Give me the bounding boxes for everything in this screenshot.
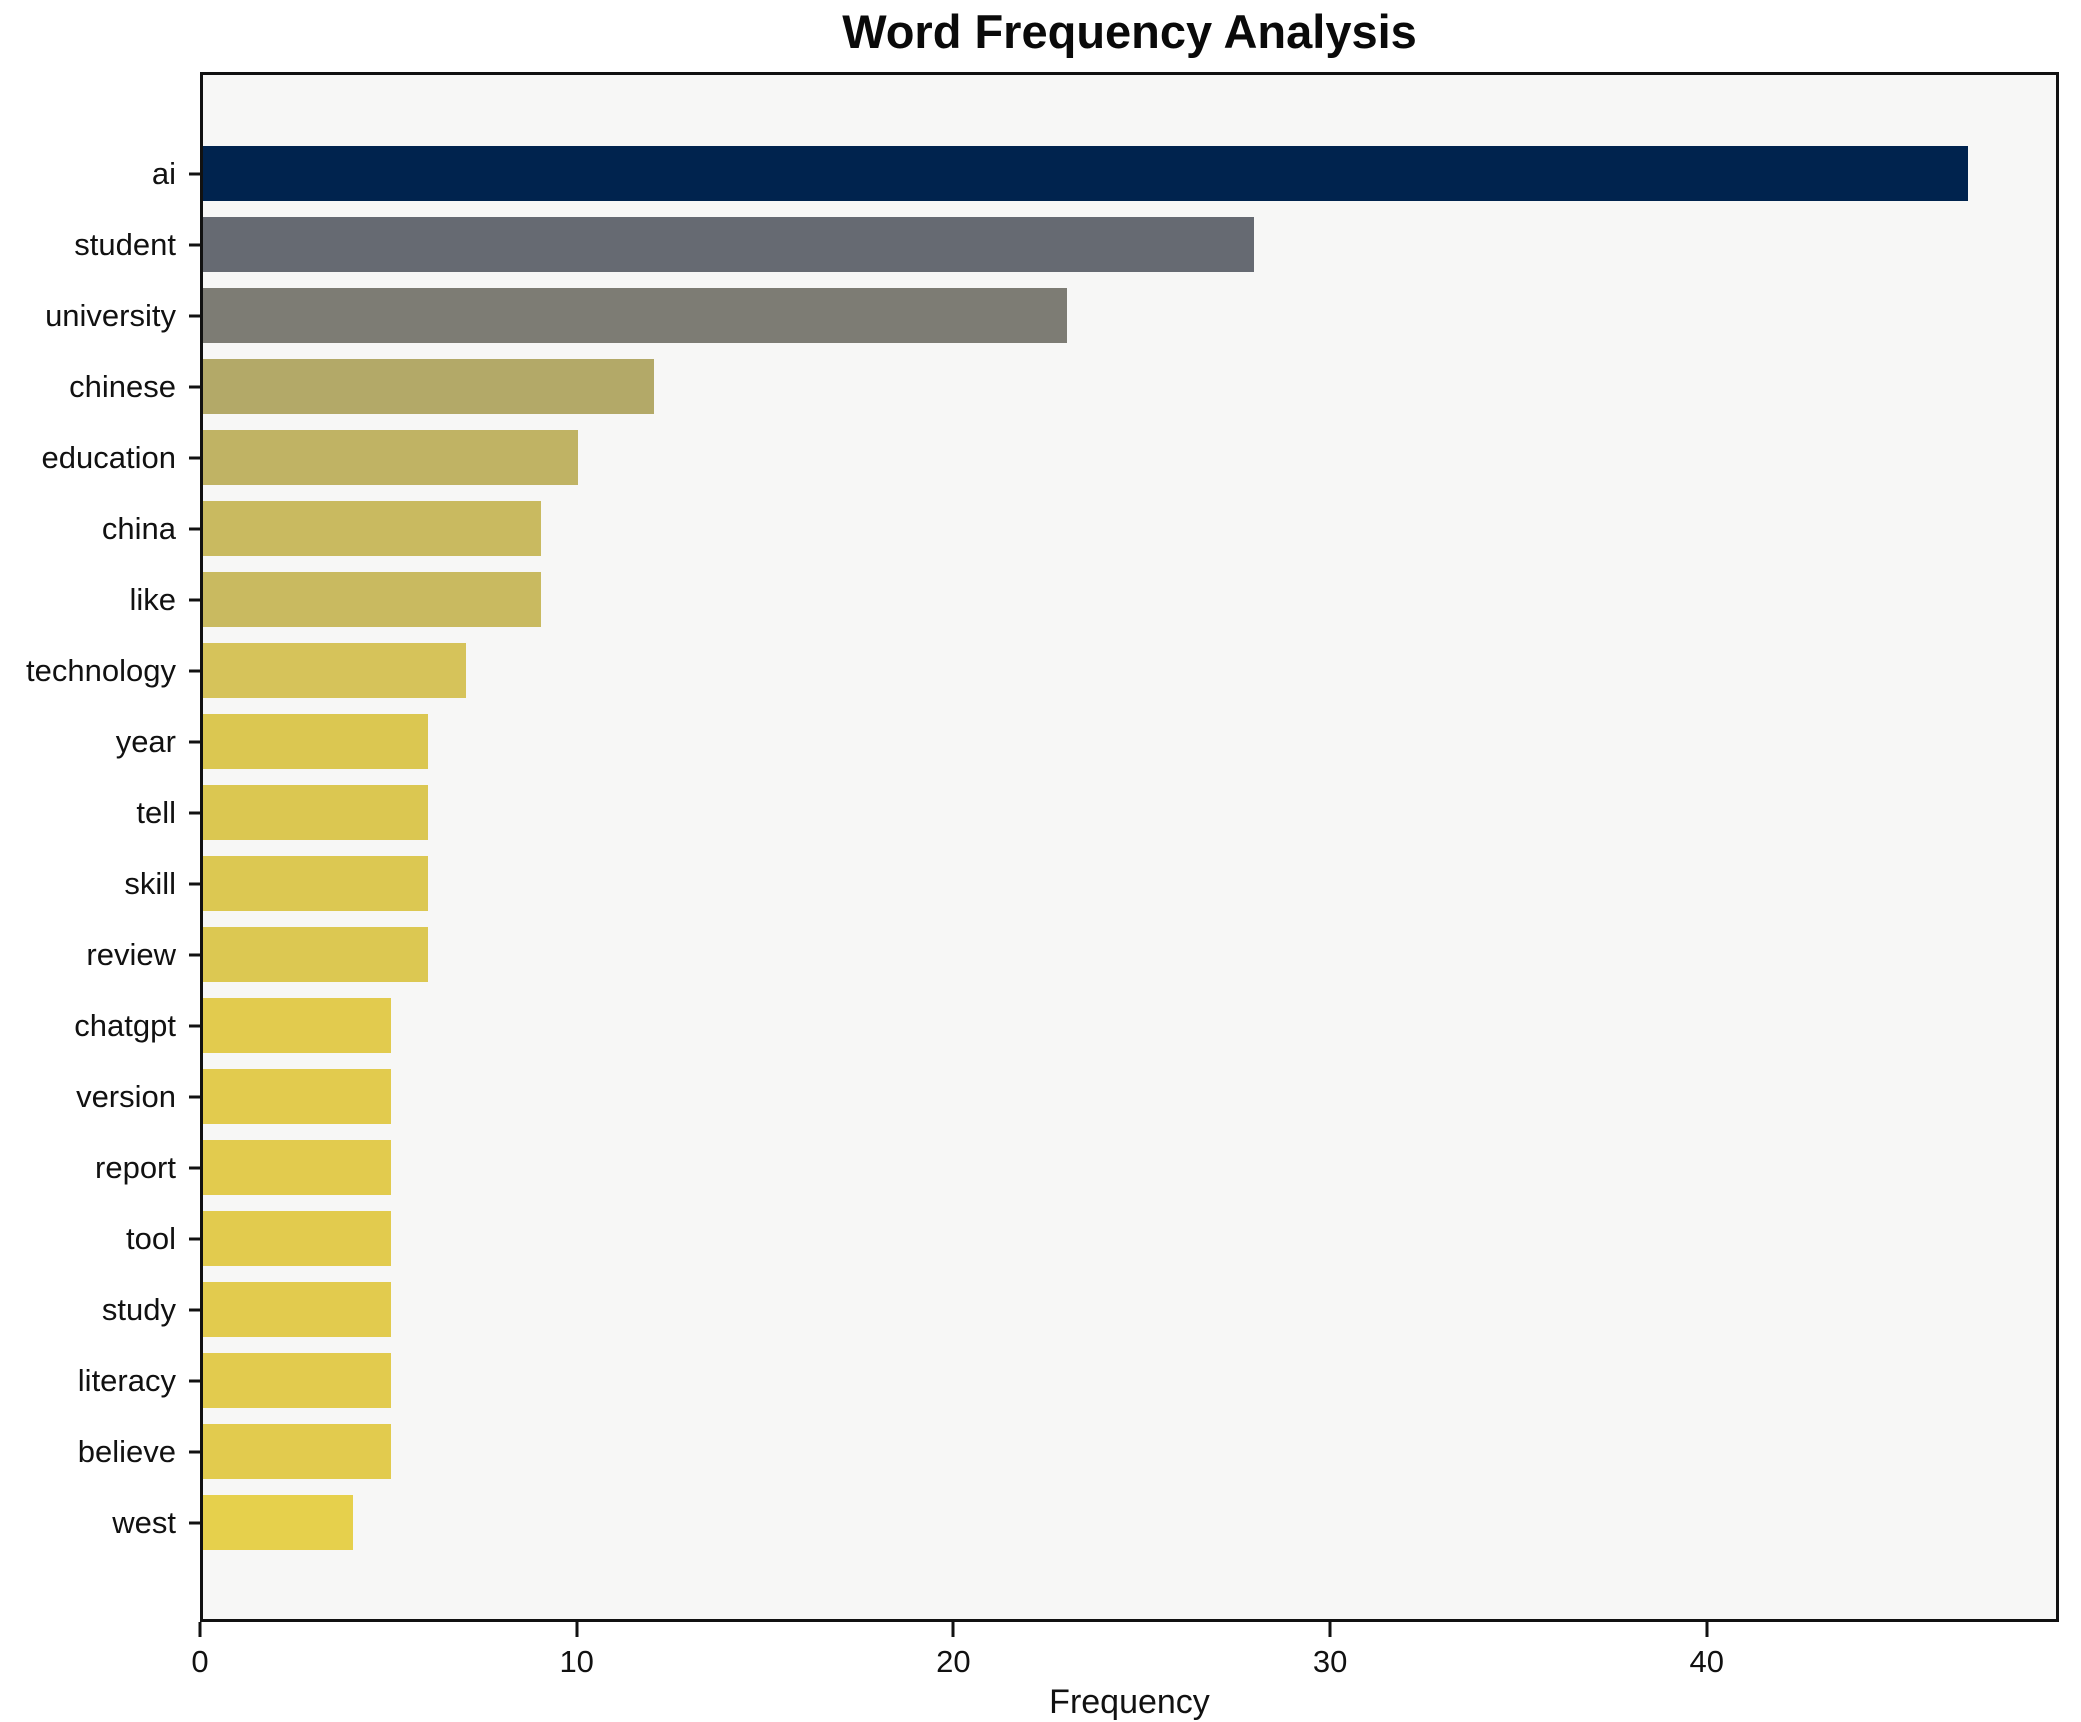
y-axis-label: believe [77, 1433, 176, 1469]
bar-believe [203, 1424, 391, 1479]
x-tick-label: 10 [559, 1644, 594, 1679]
bar-row: tell [136, 777, 2056, 848]
bar-row: west [112, 1487, 2056, 1558]
bar-row: like [129, 564, 2056, 635]
bar-university [203, 288, 1067, 343]
bar-like [203, 572, 541, 627]
bar-row: student [74, 209, 2056, 280]
bar-west [203, 1495, 354, 1550]
bar-row: believe [78, 1416, 2056, 1487]
bar-technology [203, 643, 466, 698]
x-tick-mark [575, 1622, 579, 1637]
y-tick-mark [189, 1095, 200, 1098]
y-axis-label: review [86, 936, 176, 972]
y-axis-label: literacy [77, 1362, 176, 1398]
bar-review [203, 927, 429, 982]
x-tick-label: 20 [936, 1644, 971, 1679]
bar-year [203, 714, 429, 769]
y-axis-label: like [129, 581, 176, 617]
x-tick-mark [951, 1622, 955, 1637]
bar-study [203, 1282, 391, 1337]
y-tick-mark [189, 1024, 200, 1027]
y-tick-mark [189, 598, 200, 601]
bar-row: literacy [78, 1345, 2056, 1416]
bars-container: ai student university chinese education china… [26, 75, 2056, 1619]
chart-title: Word Frequency Analysis [842, 5, 1417, 58]
y-tick-mark [189, 527, 200, 530]
bar-tell [203, 785, 429, 840]
x-tick-mark [198, 1622, 202, 1637]
y-axis-label: education [41, 439, 176, 475]
y-tick-mark [189, 1166, 200, 1169]
bar-tool [203, 1211, 391, 1266]
x-tick-label: 40 [1689, 1644, 1725, 1679]
bar-row: year [116, 706, 2056, 777]
bar-education [203, 430, 579, 485]
y-tick-mark [189, 385, 200, 388]
y-axis-label: skill [124, 865, 176, 901]
bar-row: china [102, 493, 2056, 564]
y-axis-label: report [95, 1149, 176, 1185]
y-axis-label: version [76, 1078, 176, 1114]
y-tick-mark [189, 314, 200, 317]
bar-student [203, 217, 1255, 272]
y-axis-label: technology [26, 652, 176, 688]
y-axis-label: university [45, 297, 176, 333]
y-axis-label: tell [136, 794, 176, 830]
bar-row: education [42, 422, 2056, 493]
y-axis-label: china [101, 510, 176, 546]
bar-row: technology [26, 635, 2056, 706]
x-tick-mark [1705, 1622, 1709, 1637]
bar-row: ai [152, 138, 2056, 209]
bar-row: chatgpt [74, 990, 2056, 1061]
y-tick-mark [189, 1237, 200, 1240]
y-tick-mark [189, 243, 200, 246]
y-tick-mark [189, 953, 200, 956]
bar-report [203, 1140, 391, 1195]
y-axis-label: year [115, 723, 176, 759]
y-tick-mark [189, 811, 200, 814]
bar-version [203, 1069, 391, 1124]
y-axis-label: chinese [69, 368, 176, 404]
y-tick-mark [189, 1521, 200, 1524]
x-tick-label: 0 [191, 1644, 209, 1679]
y-tick-mark [189, 1450, 200, 1453]
bar-row: university [45, 280, 2056, 351]
y-axis-label: student [74, 226, 176, 262]
bar-skill [203, 856, 429, 911]
bar-literacy [203, 1353, 391, 1408]
bar-ai [203, 146, 1968, 201]
x-tick-label: 30 [1312, 1644, 1348, 1679]
y-axis-label: study [101, 1291, 176, 1327]
y-axis-label: ai [151, 155, 176, 191]
y-tick-mark [189, 1308, 200, 1311]
plot-area: ai student university chinese education china… [26, 72, 2059, 1622]
y-tick-mark [189, 172, 200, 175]
y-axis-label: chatgpt [74, 1007, 176, 1043]
y-axis-label: tool [126, 1220, 176, 1256]
bar-china [203, 501, 541, 556]
bar-row: tool [126, 1203, 2056, 1274]
x-tick-mark [1328, 1622, 1332, 1637]
y-axis-label: west [112, 1504, 176, 1540]
y-tick-mark [189, 669, 200, 672]
x-axis: 0 10 20 30 40 [191, 1622, 2059, 1722]
y-tick-mark [189, 1379, 200, 1382]
bar-row: review [86, 919, 2056, 990]
x-axis-title: Frequency [1049, 1683, 1210, 1721]
bar-chinese [203, 359, 654, 414]
y-tick-mark [189, 740, 200, 743]
bar-chatgpt [203, 998, 391, 1053]
bar-row: chinese [69, 351, 2056, 422]
bar-row: study [102, 1274, 2056, 1345]
bar-row: skill [124, 848, 2056, 919]
bar-row: version [76, 1061, 2056, 1132]
bar-row: report [95, 1132, 2056, 1203]
y-tick-mark [189, 456, 200, 459]
y-tick-mark [189, 882, 200, 885]
